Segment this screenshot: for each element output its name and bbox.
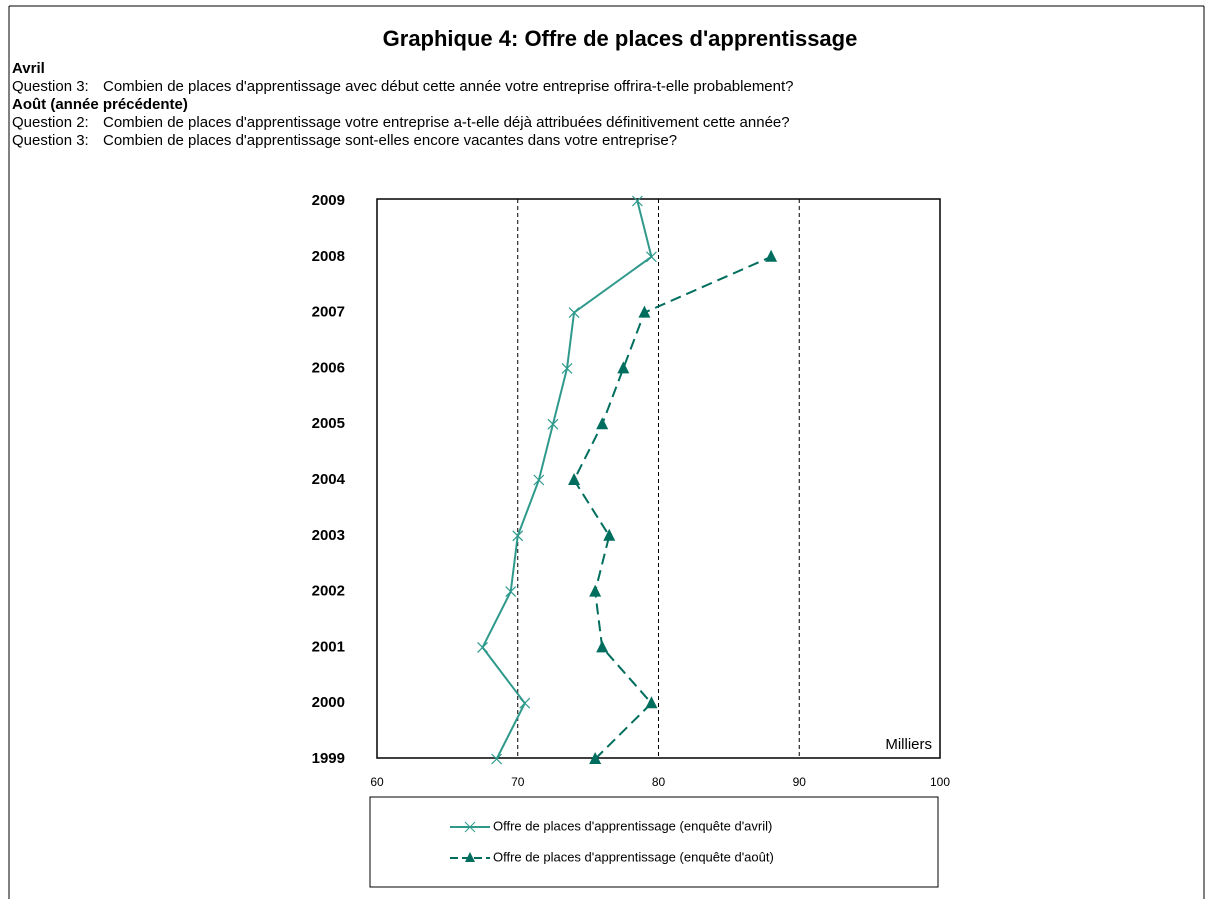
y-tick-label: 1999 bbox=[312, 750, 345, 767]
question-text: Combien de places d'apprentissage avec d… bbox=[103, 78, 794, 95]
y-tick-label: 2001 bbox=[312, 638, 345, 655]
marker-stroke bbox=[477, 641, 488, 653]
marker bbox=[547, 418, 559, 430]
marker-shape bbox=[465, 852, 475, 862]
x-tick-label: 70 bbox=[511, 775, 525, 789]
chart-title: Graphique 4: Offre de places d'apprentis… bbox=[383, 26, 858, 51]
marker bbox=[631, 195, 643, 207]
question-text: Combien de places d'apprentissage sont-e… bbox=[103, 132, 677, 149]
x-tick-label: 100 bbox=[930, 775, 950, 789]
marker-stroke bbox=[631, 195, 643, 207]
marker bbox=[568, 307, 580, 319]
marker bbox=[561, 362, 573, 374]
marker bbox=[603, 528, 616, 541]
marker bbox=[638, 305, 651, 318]
marker-stroke bbox=[491, 753, 503, 765]
x-tick-label: 80 bbox=[652, 775, 666, 789]
y-tick-label: 2008 bbox=[312, 248, 345, 265]
question-label: Question 2: bbox=[12, 114, 89, 131]
marker-stroke bbox=[519, 697, 531, 709]
question-text: Combien de places d'apprentissage votre … bbox=[103, 114, 790, 131]
marker-stroke bbox=[561, 362, 573, 374]
legend-label: Offre de places d'apprentissage (enquête… bbox=[493, 818, 772, 833]
marker bbox=[533, 474, 545, 486]
y-tick-label: 2004 bbox=[312, 471, 346, 488]
question-label: Question 3: bbox=[12, 132, 89, 149]
y-tick-label: 2009 bbox=[312, 192, 345, 209]
marker-stroke bbox=[646, 251, 657, 263]
y-tick-label: 2003 bbox=[312, 527, 345, 544]
marker-stroke bbox=[512, 530, 524, 542]
legend-marker bbox=[464, 821, 476, 833]
marker bbox=[568, 473, 581, 485]
legend-label: Offre de places d'apprentissage (enquête… bbox=[493, 849, 774, 864]
marker-stroke bbox=[505, 586, 517, 598]
question-label: Question 3: bbox=[12, 78, 89, 95]
marker bbox=[596, 640, 609, 653]
legend-box bbox=[369, 796, 939, 888]
marker bbox=[596, 417, 609, 430]
note-heading: Août (année précédente) bbox=[12, 96, 188, 113]
marker bbox=[589, 752, 602, 764]
x-tick-label: 60 bbox=[370, 775, 384, 789]
y-tick-label: 2002 bbox=[312, 583, 345, 600]
legend-marker bbox=[465, 852, 475, 862]
marker bbox=[519, 697, 531, 709]
marker bbox=[646, 251, 657, 263]
marker bbox=[491, 753, 503, 765]
marker bbox=[512, 530, 524, 542]
y-tick-label: 2005 bbox=[312, 415, 345, 432]
note-heading: Avril bbox=[12, 60, 45, 77]
marker bbox=[645, 696, 658, 709]
marker-stroke bbox=[547, 418, 559, 430]
y-tick-label: 2007 bbox=[312, 304, 345, 321]
marker bbox=[589, 584, 602, 597]
marker-stroke bbox=[464, 821, 476, 833]
marker-stroke bbox=[568, 307, 580, 319]
x-tick-label: 90 bbox=[793, 775, 807, 789]
plot-frame bbox=[376, 198, 941, 759]
series-line bbox=[572, 255, 772, 760]
marker bbox=[617, 361, 630, 374]
marker bbox=[765, 249, 778, 262]
marker bbox=[505, 586, 517, 598]
series-line bbox=[481, 200, 653, 760]
y-tick-label: 2000 bbox=[312, 694, 345, 711]
unit-label: Milliers bbox=[885, 736, 932, 753]
y-tick-label: 2006 bbox=[312, 359, 345, 376]
marker-stroke bbox=[533, 474, 545, 486]
marker bbox=[477, 641, 488, 653]
